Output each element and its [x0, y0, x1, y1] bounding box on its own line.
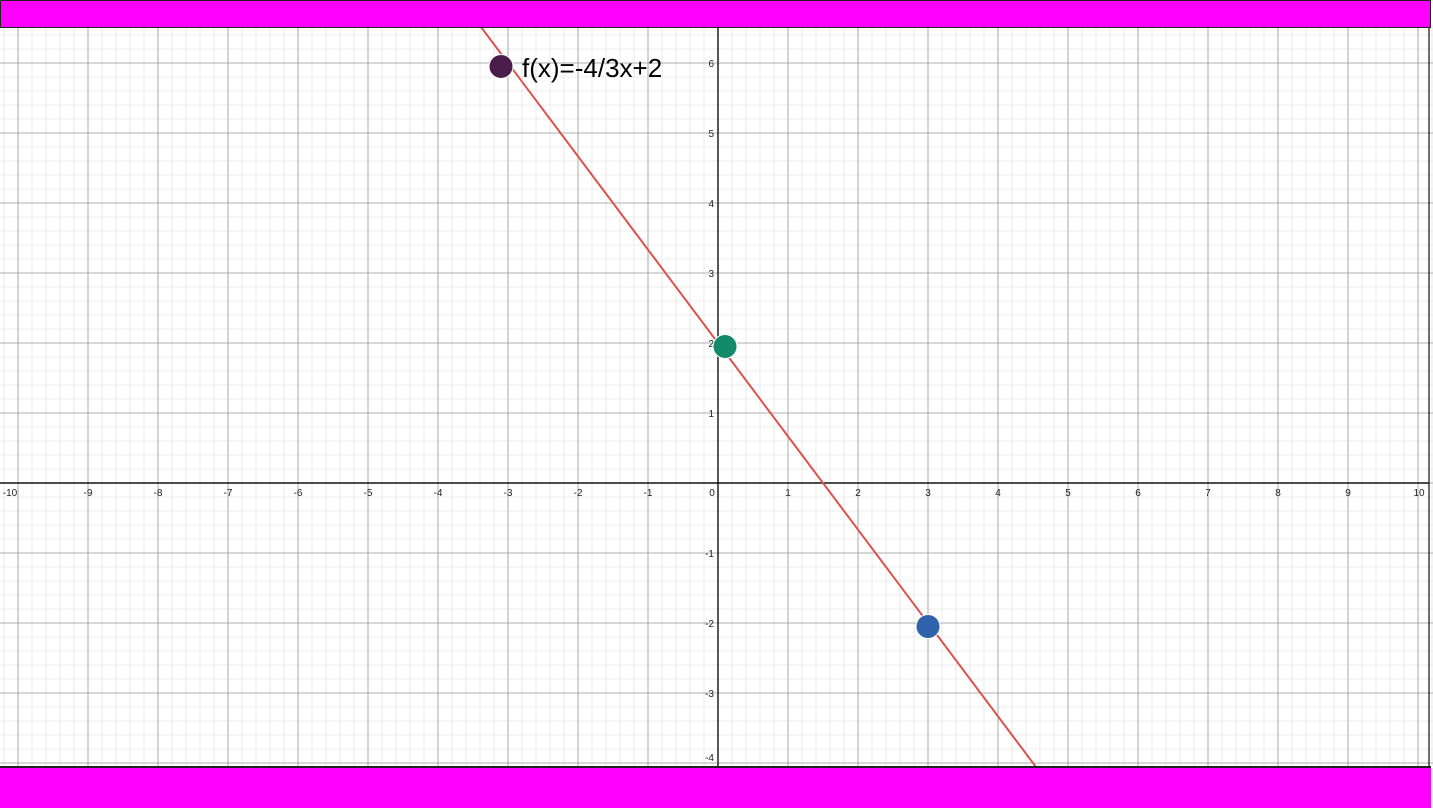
y-tick-labels: -4 -3 -2 -1 1 2 3 4 5 6	[705, 59, 714, 764]
point-marker-2[interactable]	[712, 334, 738, 359]
y-tick-label: 4	[708, 199, 714, 210]
x-tick-label: 5	[1065, 488, 1071, 499]
x-tick-label: 9	[1345, 488, 1351, 499]
y-tick-label: 5	[708, 129, 714, 140]
axes	[0, 28, 1430, 766]
x-tick-label: 8	[1275, 488, 1281, 499]
y-tick-label: -1	[705, 549, 714, 560]
points-group	[488, 54, 941, 639]
x-tick-label: 10	[1413, 488, 1425, 499]
x-tick-label: -7	[224, 488, 233, 499]
x-tick-label: -8	[154, 488, 163, 499]
y-tick-label: 2	[708, 339, 714, 350]
function-line	[480, 28, 1037, 766]
x-tick-label: 0	[709, 488, 715, 499]
x-tick-labels: -10 -9 -8 -7 -6 -5 -4 -3 -2 -1 0 1 2 3 4 5 6 7 8 9 10	[3, 488, 1425, 499]
y-tick-label: 3	[708, 269, 714, 280]
x-tick-label: 7	[1205, 488, 1211, 499]
y-tick-label: -2	[705, 619, 714, 630]
x-tick-label: -5	[364, 488, 373, 499]
graph-canvas: -10 -9 -8 -7 -6 -5 -4 -3 -2 -1 0 1 2 3 4 5 6 7 8 9 10 -4-3-2…	[0, 28, 1433, 766]
x-tick-label: 1	[785, 488, 791, 499]
x-tick-label: -2	[574, 488, 583, 499]
major-grid	[0, 28, 1433, 766]
y-tick-label: -4	[705, 753, 714, 764]
x-tick-label: 3	[925, 488, 931, 499]
y-tick-label: -3	[705, 689, 714, 700]
point-marker-1[interactable]	[488, 54, 514, 79]
top-banner	[0, 0, 1431, 28]
x-tick-label: -4	[434, 488, 443, 499]
x-tick-label: 2	[855, 488, 861, 499]
point-marker-3[interactable]	[915, 614, 941, 639]
x-tick-label: 4	[995, 488, 1001, 499]
x-tick-label: -6	[294, 488, 303, 499]
function-label: f(x)=-4/3x+2	[522, 53, 662, 83]
x-tick-label: 6	[1135, 488, 1141, 499]
function-line-group	[480, 28, 1037, 766]
x-tick-label: -9	[84, 488, 93, 499]
x-tick-label: -10	[3, 488, 18, 499]
x-tick-label: -3	[504, 488, 513, 499]
y-tick-label: 6	[708, 59, 714, 70]
bottom-banner	[0, 766, 1431, 808]
y-tick-label: 1	[708, 409, 714, 420]
minor-grid	[0, 28, 1433, 766]
x-tick-label: -1	[644, 488, 653, 499]
